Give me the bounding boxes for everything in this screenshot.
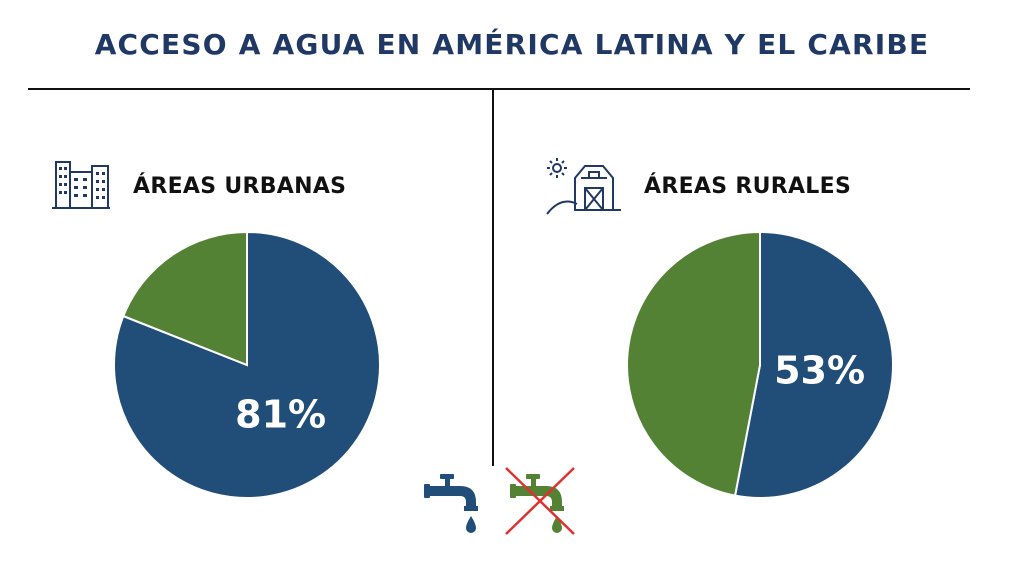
- pie-slice-1: [122, 230, 248, 367]
- page-title: ACCESO A AGUA EN AMÉRICA LATINA Y EL CAR…: [94, 28, 930, 61]
- water-faucet-icon: [424, 474, 478, 533]
- city-buildings-icon: [52, 161, 110, 209]
- farm-barn-icon: [546, 158, 621, 215]
- urban-pie-chart: 81%: [113, 230, 381, 499]
- pie-slice-0: [733, 230, 894, 499]
- water-faucet-crossed-icon: [505, 467, 575, 535]
- title-divider: [28, 88, 970, 90]
- section-divider: [492, 90, 494, 466]
- pie-data-label: 53%: [774, 349, 865, 393]
- urban-section-title: ÁREAS URBANAS: [133, 174, 347, 199]
- rural-section-title: ÁREAS RURALES: [644, 174, 852, 199]
- rural-pie-chart: 53%: [626, 230, 894, 499]
- pie-slice-1: [626, 230, 761, 497]
- pie-data-label: 81%: [235, 393, 326, 437]
